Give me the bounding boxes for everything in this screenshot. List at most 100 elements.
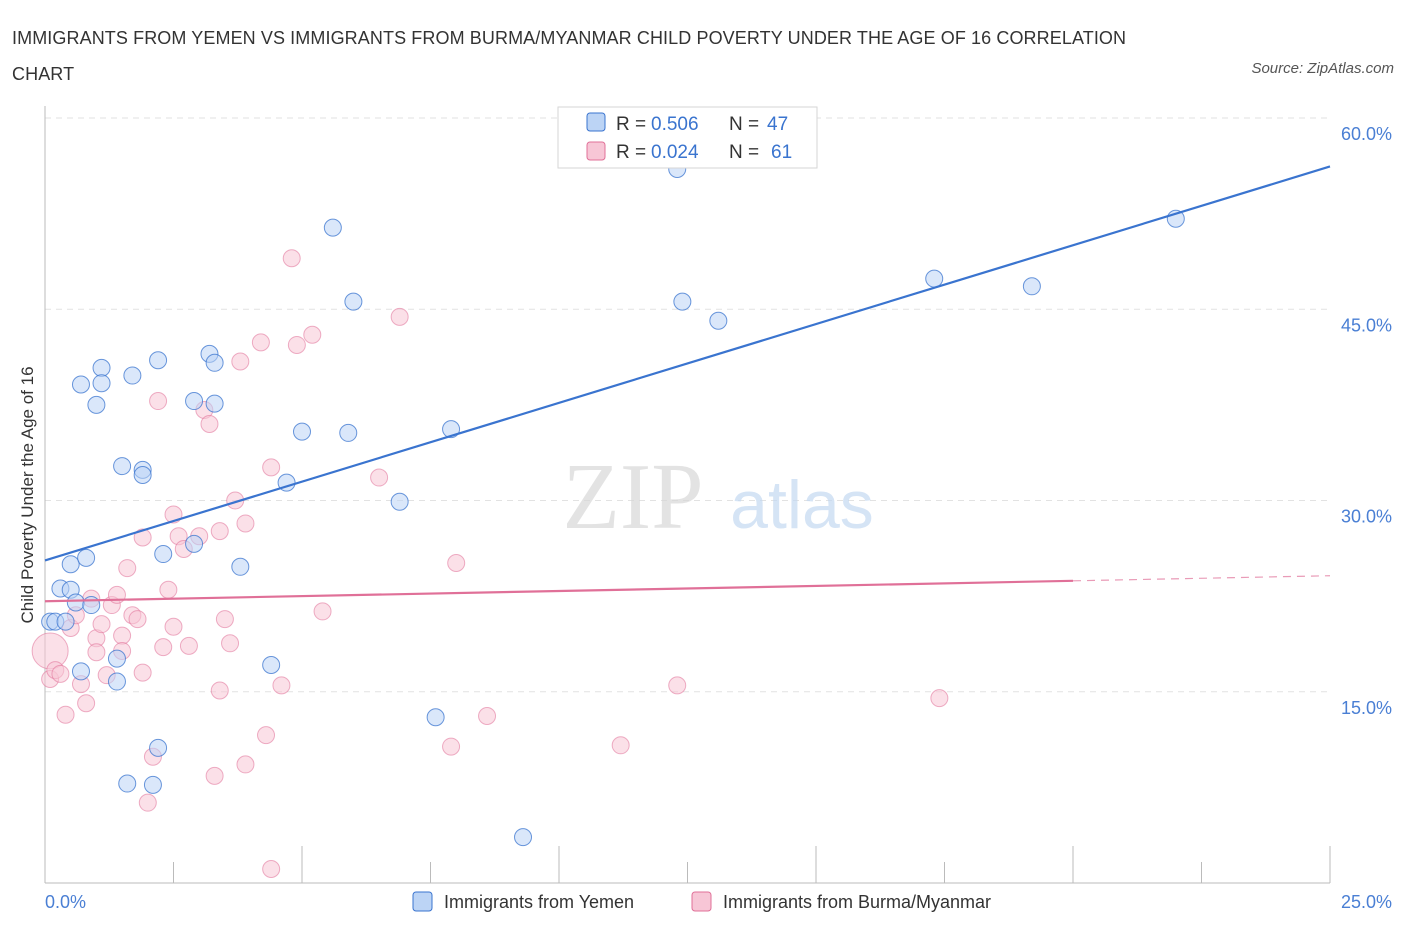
legend-r-value-burma: 0.024 <box>651 142 699 163</box>
point-burma <box>447 553 466 572</box>
point-yemen <box>673 292 692 311</box>
point-yemen <box>71 662 90 681</box>
point-burma <box>215 610 234 629</box>
point-burma <box>282 249 301 268</box>
legend-r-label-burma: R = <box>616 142 646 163</box>
point-yemen <box>339 423 358 442</box>
point-yemen <box>113 457 132 476</box>
point-yemen <box>262 655 281 674</box>
point-burma <box>930 689 949 708</box>
point-yemen <box>133 466 152 484</box>
point-burma <box>179 636 198 655</box>
trend-lines <box>44 165 1331 603</box>
point-burma <box>478 706 497 725</box>
y-tick-label-2: 45.0% <box>1341 315 1392 335</box>
point-yemen <box>149 738 168 757</box>
point-burma <box>87 643 106 662</box>
point-yemen <box>92 374 111 393</box>
legend-r-label-yemen: R = <box>616 114 646 135</box>
point-yemen <box>56 612 75 631</box>
series-legend-label-yemen: Immigrants from Yemen <box>444 892 634 912</box>
point-yemen <box>77 548 96 567</box>
axes <box>44 106 1331 884</box>
point-burma <box>210 522 229 541</box>
point-yemen <box>92 358 111 377</box>
point-yemen <box>293 422 311 441</box>
point-burma <box>133 663 152 682</box>
point-burma <box>231 352 250 371</box>
point-yemen <box>123 366 142 385</box>
point-yemen <box>87 395 106 414</box>
series-yemen-points <box>41 160 1185 847</box>
point-burma <box>668 676 687 695</box>
point-burma <box>442 737 461 756</box>
point-yemen <box>709 311 728 330</box>
trend-line-burma <box>44 579 1074 603</box>
point-burma <box>159 580 178 599</box>
tick-labels: 15.0% 30.0% 45.0% 60.0% 0.0% 25.0% <box>45 124 1392 912</box>
point-burma <box>154 638 173 657</box>
trend-line-burma-extension <box>1072 575 1331 582</box>
point-yemen <box>143 775 162 794</box>
legend-swatch-burma <box>586 141 606 161</box>
series-legend-swatch-yemen <box>412 891 433 912</box>
point-burma <box>303 325 322 344</box>
point-burma <box>236 514 255 533</box>
legend-n-label-yemen: N = <box>729 114 759 135</box>
point-burma <box>205 766 224 785</box>
point-yemen <box>442 420 461 439</box>
point-yemen <box>154 545 173 564</box>
series-legend: Immigrants from Yemen Immigrants from Bu… <box>412 891 991 912</box>
point-burma <box>390 307 409 326</box>
point-burma <box>370 468 389 487</box>
point-burma <box>262 859 281 878</box>
point-burma <box>257 726 276 745</box>
legend-r-value-yemen: 0.506 <box>651 114 699 135</box>
point-burma <box>236 755 255 774</box>
point-burma <box>118 559 137 578</box>
y-axis-label: Child Poverty Under the Age of 16 <box>18 366 37 623</box>
point-yemen <box>118 774 137 793</box>
point-yemen <box>205 394 224 413</box>
point-yemen <box>1022 277 1041 296</box>
source-label: Source: ZipAtlas.com <box>1251 60 1394 77</box>
point-yemen <box>71 375 90 394</box>
point-burma <box>51 664 70 683</box>
point-yemen <box>390 492 409 511</box>
point-burma <box>210 681 229 700</box>
point-burma <box>128 610 147 629</box>
point-yemen <box>426 708 445 727</box>
point-yemen <box>66 593 85 612</box>
point-burma <box>149 392 168 411</box>
y-tick-label-0: 15.0% <box>1341 698 1392 718</box>
point-burma <box>133 528 152 547</box>
series-legend-swatch-burma <box>691 891 712 912</box>
point-burma <box>138 793 157 812</box>
legend-swatch-yemen <box>586 112 606 132</box>
point-burma <box>287 335 306 354</box>
point-yemen <box>149 351 168 370</box>
point-yemen <box>344 292 363 311</box>
point-yemen <box>185 534 204 553</box>
y-tick-label-1: 30.0% <box>1341 507 1392 527</box>
point-yemen <box>323 218 342 237</box>
series-legend-label-burma: Immigrants from Burma/Myanmar <box>723 892 991 912</box>
point-yemen <box>107 672 126 691</box>
point-yemen <box>514 828 533 847</box>
series-burma-points <box>31 249 949 878</box>
chart-title: IMMIGRANTS FROM YEMEN VS IMMIGRANTS FROM… <box>12 28 1127 84</box>
point-burma <box>221 634 240 653</box>
y-tick-label-3: 60.0% <box>1341 124 1392 144</box>
watermark-atlas: atlas <box>730 467 874 543</box>
point-burma <box>611 736 630 755</box>
watermark-zip: ZIP <box>563 445 704 549</box>
point-burma <box>313 602 332 621</box>
legend-n-value-burma: 61 <box>771 142 792 163</box>
point-yemen <box>205 353 224 372</box>
point-burma <box>164 617 183 636</box>
point-burma <box>56 705 75 724</box>
stats-legend: R = 0.506 N = 47 R = 0.024 N = 61 <box>557 106 818 169</box>
point-burma <box>262 458 281 477</box>
x-tick-label-1: 25.0% <box>1341 892 1392 912</box>
